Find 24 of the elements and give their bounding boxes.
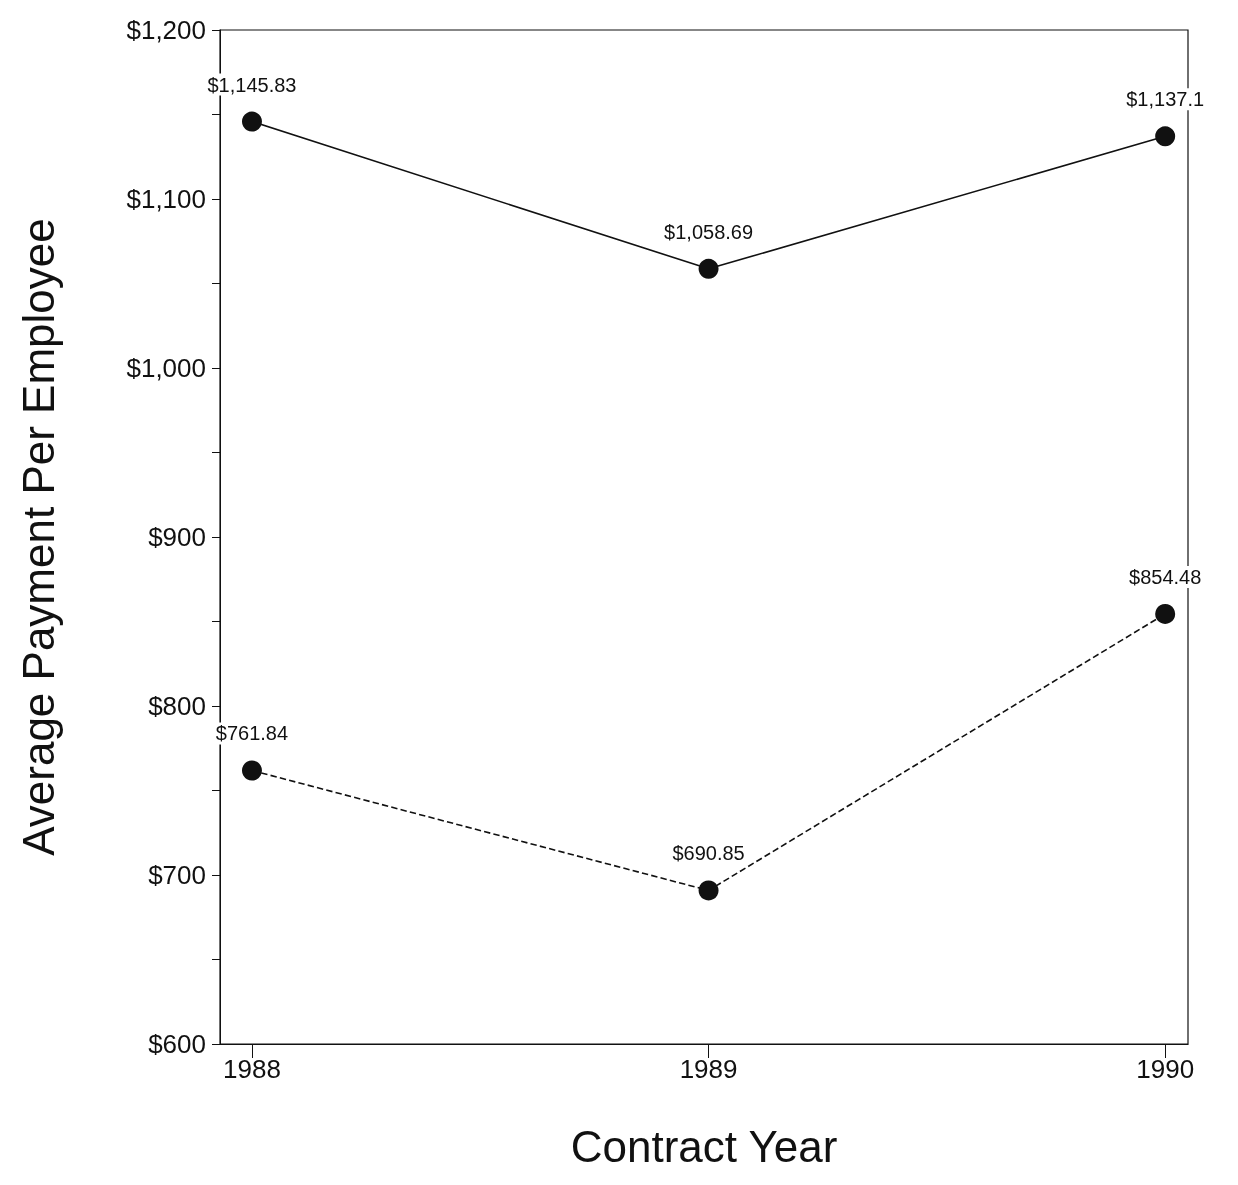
- y-tick-label: $900: [148, 522, 206, 552]
- y-tick-label: $1,100: [126, 184, 206, 214]
- point: [698, 258, 719, 279]
- data-label: $854.48: [1129, 565, 1202, 588]
- x-tick-label: 1990: [1136, 1054, 1195, 1084]
- point: [698, 880, 719, 901]
- data-label: $1,058.69: [664, 220, 754, 243]
- y-tick-label: $1,200: [126, 15, 206, 45]
- point: [1155, 603, 1176, 624]
- y-tick-label: $1,000: [126, 353, 206, 383]
- point: [1155, 126, 1176, 147]
- point: [241, 760, 262, 781]
- x-axis-title: Contract Year: [570, 1121, 838, 1171]
- y-tick-label: $700: [148, 860, 206, 890]
- y-tick-label: $800: [148, 691, 206, 721]
- point: [241, 111, 262, 132]
- x-tick-label: 1989: [679, 1054, 738, 1084]
- data-label: $1,145.83: [207, 73, 297, 96]
- y-axis-title: Average Payment Per Employee: [13, 218, 63, 856]
- y-tick-label: $600: [148, 1029, 206, 1059]
- x-tick-label: 1988: [223, 1054, 281, 1084]
- data-label: $761.84: [215, 722, 289, 745]
- data-label: $690.85: [672, 842, 745, 865]
- data-label: $1,137.1: [1126, 88, 1205, 111]
